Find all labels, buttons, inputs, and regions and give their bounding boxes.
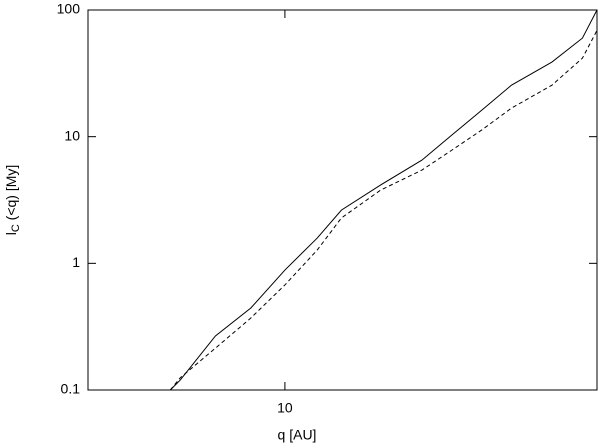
y-tick-label: 1 bbox=[72, 254, 80, 270]
series-line bbox=[169, 30, 598, 391]
x-axis-label: q [AU] bbox=[278, 427, 317, 443]
y-label-sub: C bbox=[10, 224, 22, 232]
y-label-main: l bbox=[3, 232, 19, 235]
y-tick-label: 100 bbox=[57, 1, 81, 17]
y-tick-label: 10 bbox=[64, 127, 80, 143]
series-line bbox=[169, 9, 598, 391]
y-axis-label: lC (<q) [My] bbox=[3, 165, 22, 236]
plot-frame bbox=[87, 9, 598, 391]
x-tick-label: 10 bbox=[277, 400, 293, 416]
y-label-rest: (<q) [My] bbox=[3, 165, 19, 225]
y-tick-label: 0.1 bbox=[61, 381, 81, 397]
